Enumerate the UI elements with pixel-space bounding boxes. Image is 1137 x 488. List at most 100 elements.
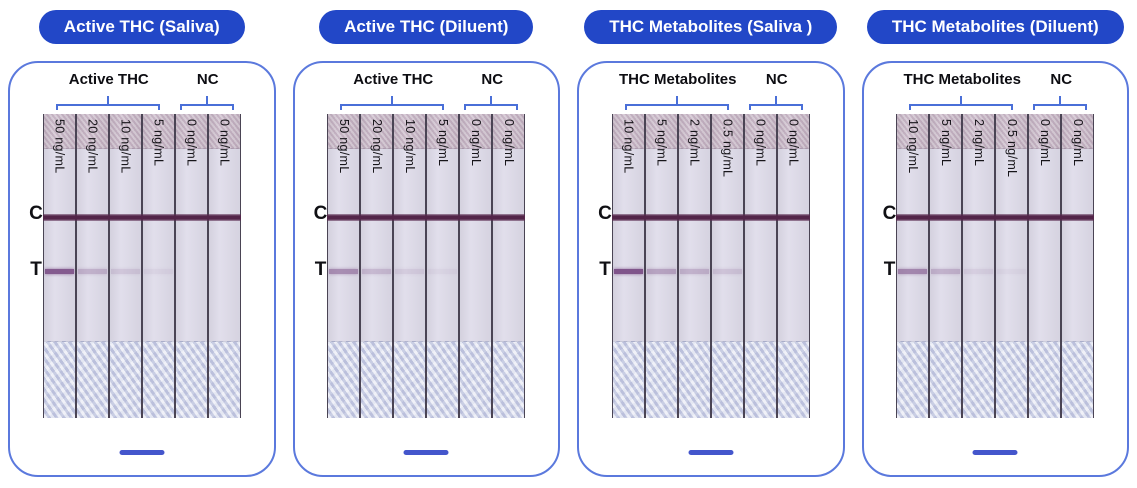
strip-card: Active THC NC C T 50 ng/mL 20 ng/mL xyxy=(292,61,560,477)
control-row-label: C xyxy=(313,203,328,224)
concentration-label: 10 ng/mL xyxy=(402,119,417,174)
sample-pad xyxy=(963,341,995,418)
strip-card: Active THC NC C T 50 ng/mL 20 ng/mL xyxy=(8,61,276,477)
strip-top-band xyxy=(109,114,141,149)
test-row-label: T xyxy=(883,259,896,280)
sample-pad xyxy=(744,341,776,418)
negative-control-label: NC xyxy=(1050,71,1073,88)
strip-top-band xyxy=(361,114,393,149)
negative-control-label: NC xyxy=(481,71,504,88)
sample-pad xyxy=(1029,341,1061,418)
test-line xyxy=(77,269,107,274)
strip-top-band xyxy=(208,114,240,149)
analyte-group-label: THC Metabolites xyxy=(903,71,1021,88)
concentration-label: 5 ng/mL xyxy=(151,119,166,167)
header-labels: THC Metabolites NC xyxy=(896,71,1094,88)
test-line xyxy=(428,269,458,274)
test-line xyxy=(679,269,709,274)
concentration-label: 50 ng/mL xyxy=(336,119,351,174)
test-line xyxy=(110,269,140,274)
strip-top-band xyxy=(744,114,776,149)
concentration-label: 20 ng/mL xyxy=(369,119,384,174)
sample-pad xyxy=(208,341,240,418)
test-line xyxy=(362,269,392,274)
nc-strip: 0 ng/mL xyxy=(493,114,525,418)
test-strip: 5 ng/mL xyxy=(645,114,677,418)
nc-strip: 0 ng/mL xyxy=(175,114,207,418)
test-strip: 0.5 ng/mL xyxy=(996,114,1028,418)
sample-pad xyxy=(678,341,710,418)
group-bracket xyxy=(55,96,160,110)
control-line xyxy=(611,214,810,221)
result-panel-active-thc-diluent: Active THC (Diluent) Active THC NC C T 5… xyxy=(292,10,560,477)
panel-title-badge: Active THC (Diluent) xyxy=(319,10,534,44)
test-row-label: T xyxy=(599,259,611,280)
strip-top-band xyxy=(493,114,525,149)
test-line xyxy=(997,269,1027,274)
bracket-row xyxy=(896,96,1094,112)
control-line xyxy=(327,214,526,221)
strip-top-band xyxy=(777,114,809,149)
test-row-label: T xyxy=(314,259,327,280)
concentration-label: 0 ng/mL xyxy=(501,119,516,167)
strip-top-band xyxy=(711,114,743,149)
sample-pad xyxy=(711,341,743,418)
negative-control-label: NC xyxy=(196,71,219,88)
concentration-label: 5 ng/mL xyxy=(654,119,669,167)
scale-bar xyxy=(403,450,449,455)
test-strip: 5 ng/mL xyxy=(142,114,174,418)
strip-photo: 10 ng/mL 5 ng/mL 2 ng/mL xyxy=(896,114,1095,418)
concentration-label: 0.5 ng/mL xyxy=(720,119,735,178)
bracket-row xyxy=(43,96,241,112)
negative-control-label: NC xyxy=(765,71,788,88)
panel-title-badge: Active THC (Saliva) xyxy=(38,10,245,44)
concentration-label: 10 ng/mL xyxy=(905,119,920,174)
test-line xyxy=(646,269,676,274)
concentration-label: 5 ng/mL xyxy=(435,119,450,167)
header-labels: Active THC NC xyxy=(327,71,525,88)
strip-card: THC Metabolites NC C T 10 ng/mL 5 ng/mL xyxy=(861,61,1129,477)
scale-bar xyxy=(688,450,734,455)
nc-strip: 0 ng/mL xyxy=(208,114,240,418)
test-line xyxy=(613,269,643,274)
bracket-row xyxy=(327,96,525,112)
concentration-label: 2 ng/mL xyxy=(971,119,986,167)
test-line xyxy=(964,269,994,274)
control-line xyxy=(896,214,1095,221)
nc-strip: 0 ng/mL xyxy=(777,114,809,418)
strip-card: THC Metabolites NC C T 10 ng/mL 5 ng/mL xyxy=(577,61,845,477)
concentration-label: 2 ng/mL xyxy=(687,119,702,167)
test-line xyxy=(931,269,961,274)
concentration-label: 10 ng/mL xyxy=(118,119,133,174)
control-line xyxy=(42,214,241,221)
concentration-label: 10 ng/mL xyxy=(621,119,636,174)
sample-pad xyxy=(897,341,929,418)
concentration-label: 0 ng/mL xyxy=(217,119,232,167)
strip-top-band xyxy=(328,114,360,149)
test-line xyxy=(712,269,742,274)
analyte-group-label: THC Metabolites xyxy=(618,71,737,88)
concentration-label: 0 ng/mL xyxy=(1037,119,1052,167)
control-row-label: C xyxy=(29,203,43,224)
sample-pad xyxy=(460,341,492,418)
concentration-label: 0 ng/mL xyxy=(1070,119,1085,167)
analyte-group-label: Active THC xyxy=(353,71,434,88)
test-line xyxy=(143,269,173,274)
strip-top-band xyxy=(1029,114,1061,149)
strip-top-band xyxy=(1062,114,1094,149)
group-bracket xyxy=(340,96,445,110)
sample-pad xyxy=(493,341,525,418)
concentration-label: 0 ng/mL xyxy=(468,119,483,167)
strip-top-band xyxy=(678,114,710,149)
test-line xyxy=(898,269,928,274)
test-row-label: T xyxy=(30,259,42,280)
strip-top-band xyxy=(76,114,108,149)
concentration-label: 0.5 ng/mL xyxy=(1004,119,1019,178)
strip-top-band xyxy=(142,114,174,149)
concentration-label: 5 ng/mL xyxy=(938,119,953,167)
strip-photo: 50 ng/mL 20 ng/mL 10 ng/mL xyxy=(327,114,526,418)
header-labels: Active THC NC xyxy=(43,71,241,88)
strip-top-band xyxy=(43,114,75,149)
test-strip: 5 ng/mL xyxy=(930,114,962,418)
header-labels: THC Metabolites NC xyxy=(612,71,810,88)
